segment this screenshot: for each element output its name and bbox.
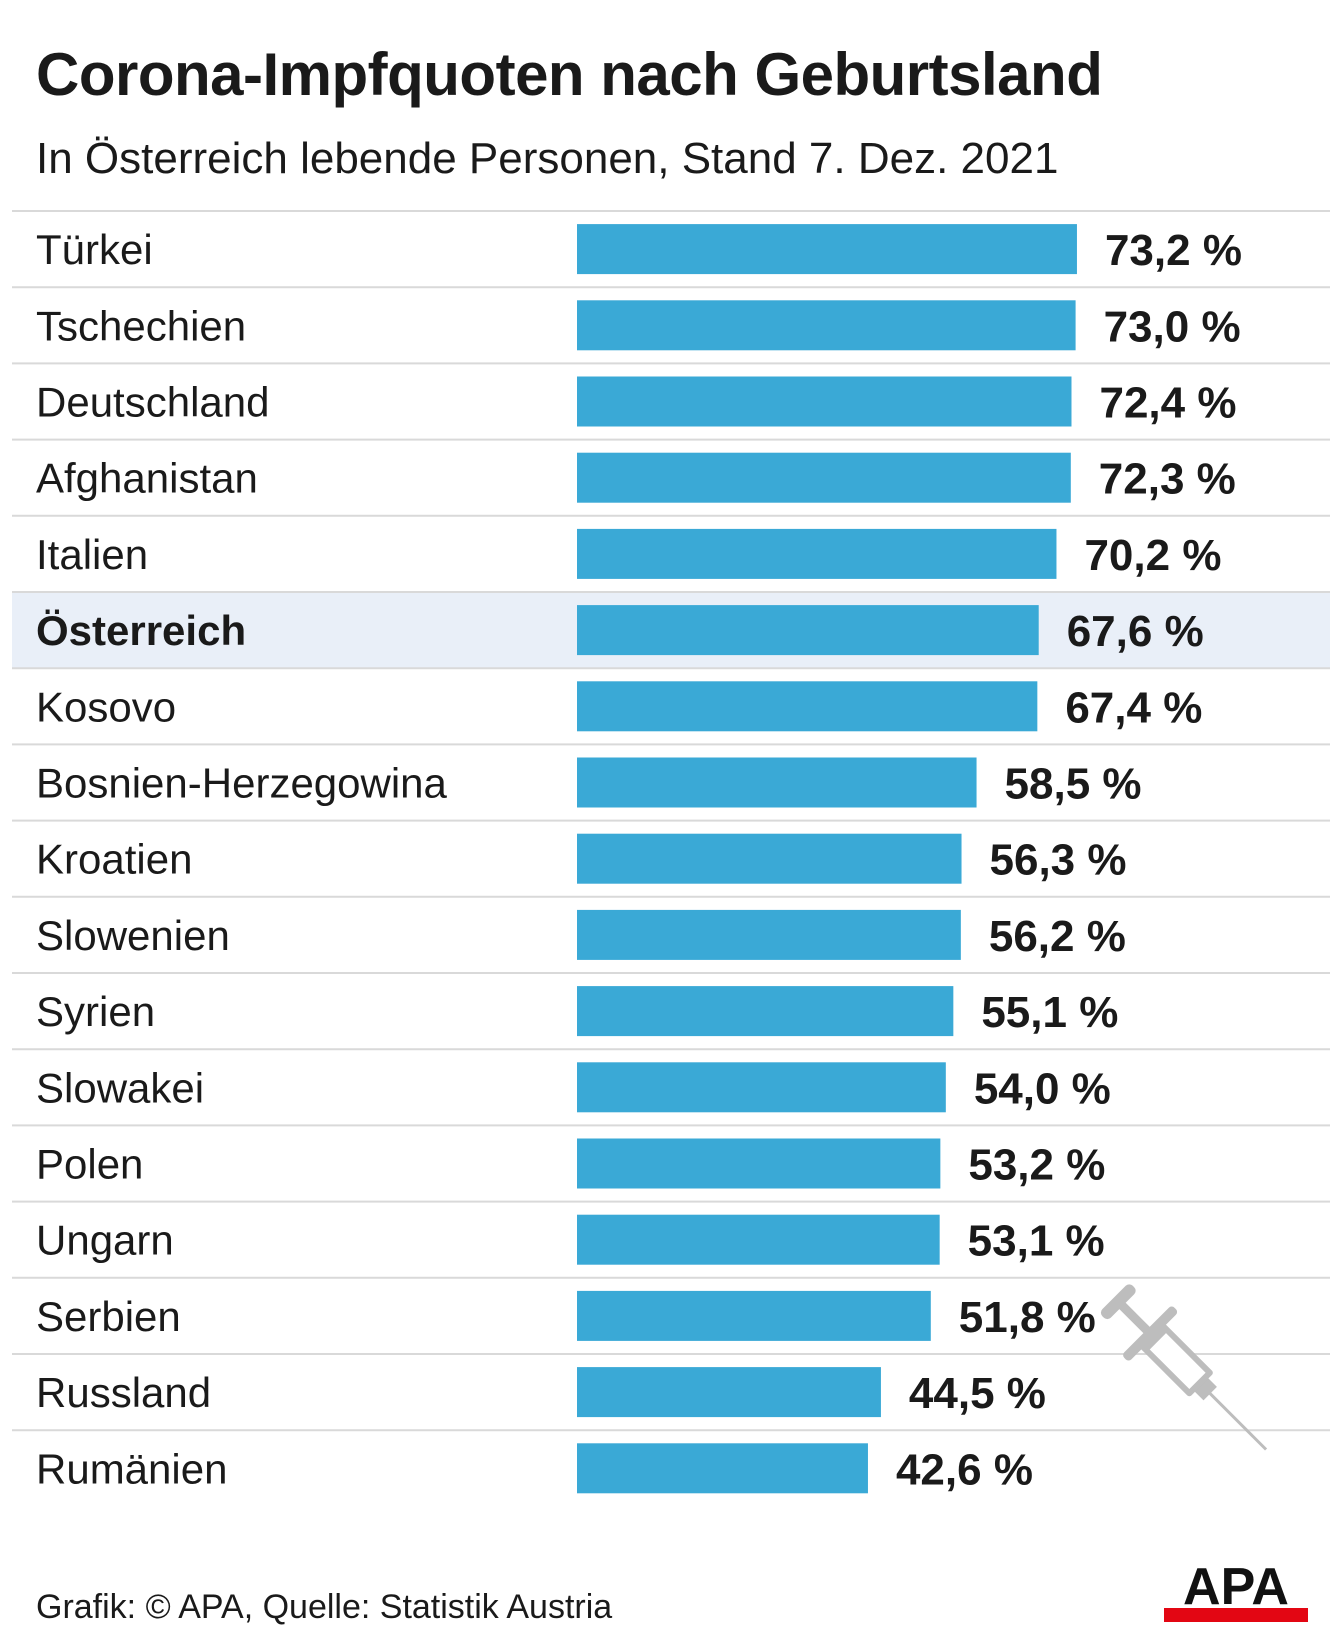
bar [577,605,1039,656]
value-label: 70,2 % [1084,531,1221,580]
category-label: Kosovo [36,683,176,730]
value-label: 55,1 % [981,988,1118,1037]
value-label: 54,0 % [974,1064,1111,1113]
category-label: Bosnien-Herzegowina [36,760,448,807]
bar-chart: Türkei 73,2 % Tschechien 73,0 % Deutschland 7… [12,210,1330,1494]
bar [577,1062,946,1113]
value-label: 72,4 % [1099,379,1236,428]
category-label: Kroatien [36,836,192,883]
category-label: Italien [36,531,148,578]
value-label: 73,2 % [1105,226,1242,275]
bar [577,1214,940,1265]
category-label: Tschechien [36,302,246,349]
bar [577,452,1071,503]
category-label: Deutschland [36,379,269,426]
bar [577,1290,931,1341]
bar [577,681,1038,732]
category-label: Polen [36,1141,143,1188]
logo-bar [1164,1608,1308,1622]
bar [577,909,961,960]
value-label: 44,5 % [909,1369,1046,1418]
value-label: 56,3 % [990,836,1127,885]
bar [577,757,977,808]
category-label: Ungarn [36,1217,174,1264]
value-label: 67,6 % [1067,607,1204,656]
value-label: 58,5 % [1005,760,1142,809]
value-label: 53,1 % [968,1217,1105,1266]
apa-logo: APA [1164,1558,1308,1622]
category-label: Österreich [36,607,246,654]
bar [577,300,1076,351]
value-label: 51,8 % [959,1293,1096,1342]
bar [577,1138,941,1189]
bar [577,986,954,1037]
category-label: Türkei [36,226,153,273]
source-note: Grafik: © APA, Quelle: Statistik Austria [36,1588,613,1626]
category-label: Syrien [36,988,155,1035]
bar [577,224,1077,275]
value-label: 73,0 % [1104,302,1241,351]
category-label: Slowenien [36,912,230,959]
syringe-icon [1100,1284,1268,1451]
bar [577,1367,881,1418]
chart-subtitle: In Österreich lebende Personen, Stand 7.… [36,134,1059,183]
bar [577,528,1057,579]
bar [577,1443,868,1494]
value-label: 53,2 % [968,1141,1105,1190]
bar [577,376,1072,427]
category-label: Rumänien [36,1445,227,1492]
category-label: Serbien [36,1293,181,1340]
category-label: Slowakei [36,1064,204,1111]
value-label: 42,6 % [896,1445,1033,1494]
category-label: Russland [36,1369,211,1416]
logo-text: APA [1183,1558,1289,1616]
value-label: 56,2 % [989,912,1126,961]
category-label: Afghanistan [36,455,258,502]
value-label: 72,3 % [1099,455,1236,504]
chart-title: Corona-Impfquoten nach Geburtsland [36,41,1103,108]
bar [577,833,962,884]
value-label: 67,4 % [1065,683,1202,732]
